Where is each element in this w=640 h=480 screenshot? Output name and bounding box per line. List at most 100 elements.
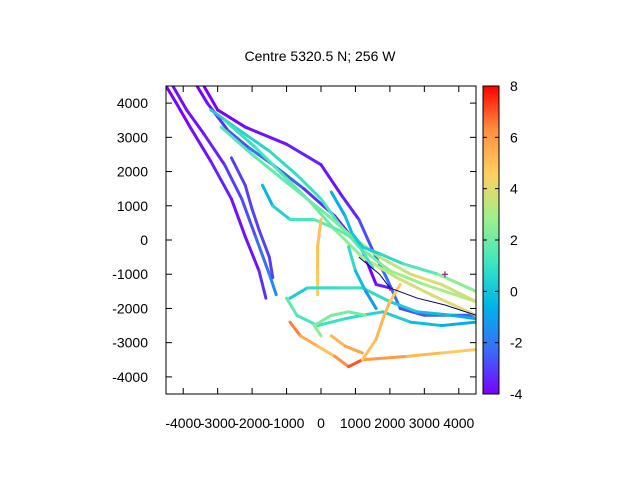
track-segment — [223, 118, 258, 150]
track-segment — [357, 217, 375, 252]
track-segment — [440, 282, 476, 304]
overlay-layer — [358, 256, 476, 316]
y-tick-label: 1000 — [117, 198, 148, 214]
track-segment — [185, 108, 206, 136]
track-segment — [440, 348, 476, 355]
track-segment — [295, 173, 323, 201]
reference-line — [358, 256, 476, 316]
track-segment — [395, 276, 433, 297]
track-segment — [319, 163, 344, 198]
track-13 — [360, 282, 402, 362]
track-segment — [174, 101, 192, 129]
colorbar-tick-label: 0 — [510, 283, 518, 299]
track-segment — [450, 313, 476, 321]
track-segment — [347, 245, 357, 273]
track-segment — [440, 320, 476, 328]
track-segment — [360, 286, 392, 304]
track-segment — [336, 228, 357, 242]
track-segment — [343, 214, 354, 235]
x-tick-label: 1000 — [340, 415, 371, 431]
track-segment — [374, 317, 385, 341]
y-axis-ticks — [166, 102, 476, 378]
track-15 — [312, 310, 368, 338]
track-segment — [254, 235, 271, 276]
track-8 — [260, 183, 375, 269]
y-tick-label: 4000 — [117, 95, 148, 111]
track-segment — [202, 86, 220, 112]
track-segment — [436, 272, 476, 293]
track-segment — [333, 228, 364, 259]
track-segment — [271, 204, 292, 221]
track-segment — [243, 183, 254, 211]
track-segment — [429, 293, 476, 317]
track-segment — [285, 296, 299, 317]
y-tick-label: -1000 — [112, 266, 148, 282]
track-segment — [260, 183, 275, 208]
track-segment — [250, 207, 261, 232]
track-segment — [360, 245, 382, 256]
track-segment — [316, 217, 323, 249]
track-segment — [166, 86, 178, 105]
track-segment — [405, 351, 444, 358]
track-segment — [343, 344, 364, 355]
track-segment — [329, 334, 347, 348]
track-segment — [233, 125, 271, 153]
track-segment — [267, 255, 275, 280]
track-14 — [329, 334, 364, 355]
track-segment — [374, 282, 392, 290]
track-segment — [243, 235, 261, 273]
track-segment — [353, 238, 375, 269]
x-tick-label: -2000 — [234, 415, 270, 431]
plus-marker — [442, 271, 448, 278]
track-segment — [209, 159, 233, 201]
track-segment — [226, 128, 251, 150]
track-segment — [312, 313, 333, 328]
track-segment — [257, 228, 271, 259]
track-16 — [329, 190, 476, 293]
track-segment — [195, 86, 209, 105]
track-segment — [360, 337, 378, 362]
colorbar-tick-label: 8 — [510, 78, 518, 94]
track-segment — [402, 262, 440, 276]
track-segment — [316, 344, 337, 358]
track-segment — [353, 269, 368, 293]
track-segment — [288, 183, 326, 215]
x-tick-label: 2000 — [374, 415, 405, 431]
plot-frame — [165, 85, 477, 395]
colorbar-tick-label: 4 — [510, 181, 518, 197]
track-segment — [312, 217, 340, 232]
track-9 — [316, 217, 323, 297]
y-tick-label: 2000 — [117, 164, 148, 180]
track-1 — [171, 86, 278, 297]
track-segment — [257, 269, 268, 300]
track-segment — [415, 310, 454, 317]
x-tick-label: 3000 — [409, 415, 440, 431]
track-segment — [347, 310, 368, 317]
chart-title: Centre 5320.5 N; 256 W — [245, 48, 397, 64]
track-segment — [340, 194, 361, 221]
colorbar-tick-label: 6 — [510, 129, 518, 145]
track-segment — [288, 286, 309, 300]
track-segment — [388, 282, 402, 304]
track-segment — [333, 354, 351, 369]
track-segment — [229, 156, 247, 187]
track-segment — [240, 197, 258, 239]
x-tick-label: 0 — [317, 415, 325, 431]
x-tick-label: -3000 — [200, 415, 236, 431]
track-segment — [364, 289, 378, 310]
y-tick-label: -2000 — [112, 300, 148, 316]
track-6 — [219, 125, 476, 304]
track-segment — [388, 269, 426, 286]
track-segment — [319, 197, 340, 225]
track-5 — [223, 118, 476, 317]
track-segment — [298, 334, 320, 348]
x-tick-labels: -4000-3000-2000-1000 0 1000 2000 3000 4000 — [165, 415, 474, 431]
plot-area — [166, 86, 476, 369]
track-segment — [329, 190, 347, 218]
track-segment — [329, 310, 351, 317]
track-10 — [288, 286, 476, 321]
track-segment — [243, 125, 289, 146]
track-segment — [388, 300, 419, 314]
y-tick-label: 0 — [140, 232, 148, 248]
